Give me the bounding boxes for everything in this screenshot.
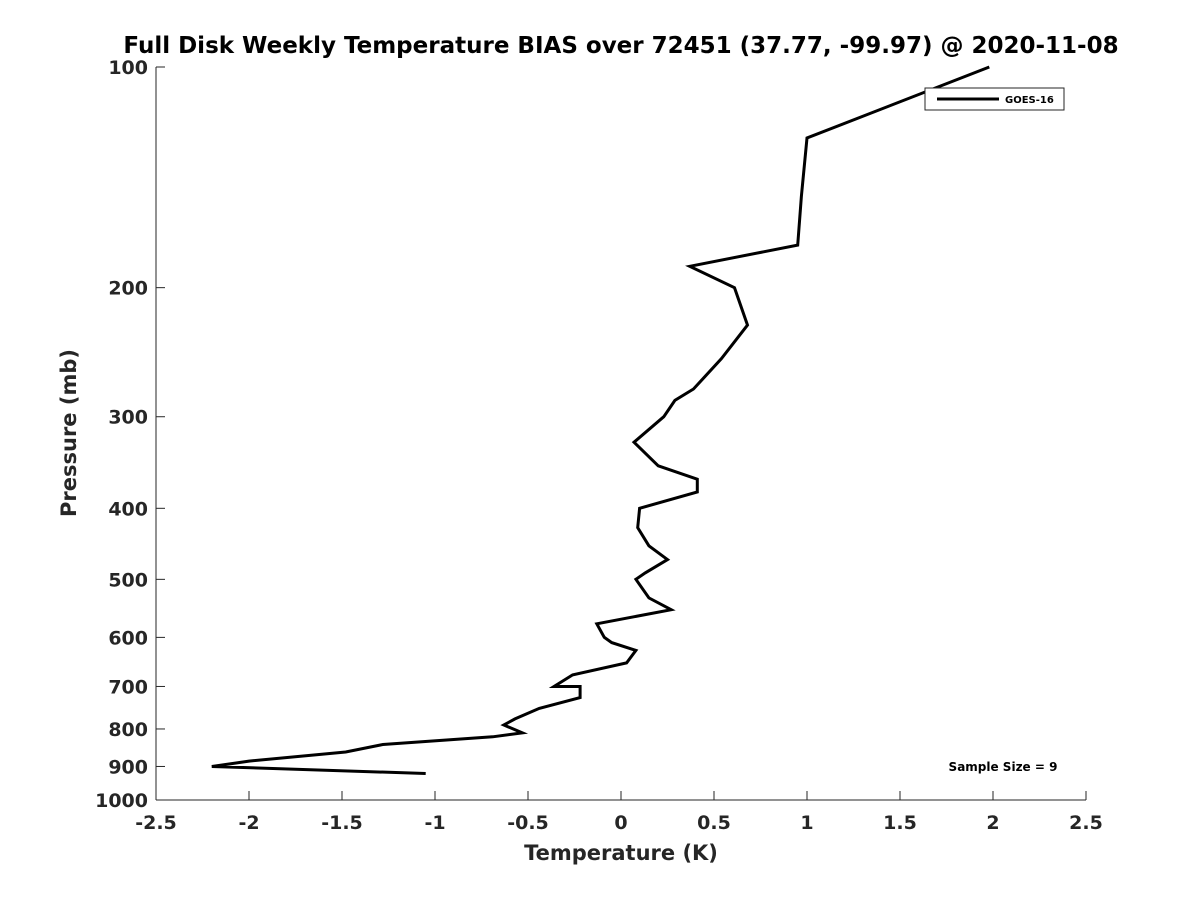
legend-label-goes-16: GOES-16 xyxy=(1005,95,1054,106)
y-tick-label: 500 xyxy=(108,569,148,591)
x-tick-label: 1 xyxy=(800,812,813,834)
y-tick-label: 300 xyxy=(108,407,148,429)
legend: GOES-16 xyxy=(924,87,1065,111)
x-tick-label: -1 xyxy=(424,812,445,834)
x-tick-label: -1.5 xyxy=(321,812,363,834)
y-tick-label: 1000 xyxy=(95,790,148,812)
x-axis-ticks: -2.5 -2 -1.5 -1 -0.5 0 0.5 1 1.5 2 2.5 xyxy=(135,791,1103,834)
y-axis-label: Pressure (mb) xyxy=(57,349,81,517)
x-tick-label: 0.5 xyxy=(697,812,731,834)
series-line-goes-16 xyxy=(211,65,990,775)
y-tick-label: 400 xyxy=(108,498,148,520)
x-tick-label: 0 xyxy=(614,812,627,834)
sample-size-annotation: Sample Size = 9 xyxy=(949,760,1058,774)
y-tick-label: 600 xyxy=(108,627,148,649)
x-tick-label: 1.5 xyxy=(883,812,917,834)
chart-title: Full Disk Weekly Temperature BIAS over 7… xyxy=(123,33,1118,59)
x-tick-label: -2 xyxy=(238,812,259,834)
y-tick-label: 200 xyxy=(108,278,148,300)
y-tick-label: 900 xyxy=(108,756,148,778)
x-tick-label: 2 xyxy=(986,812,999,834)
y-tick-label: 100 xyxy=(108,57,148,79)
x-tick-label: -0.5 xyxy=(507,812,549,834)
y-tick-label: 800 xyxy=(108,719,148,741)
y-axis-ticks: 100 200 300 400 500 600 700 800 900 1000 xyxy=(95,57,165,812)
y-tick-label: 700 xyxy=(108,676,148,698)
x-tick-label: 2.5 xyxy=(1069,812,1103,834)
x-axis-label: Temperature (K) xyxy=(524,841,718,865)
x-tick-label: -2.5 xyxy=(135,812,177,834)
